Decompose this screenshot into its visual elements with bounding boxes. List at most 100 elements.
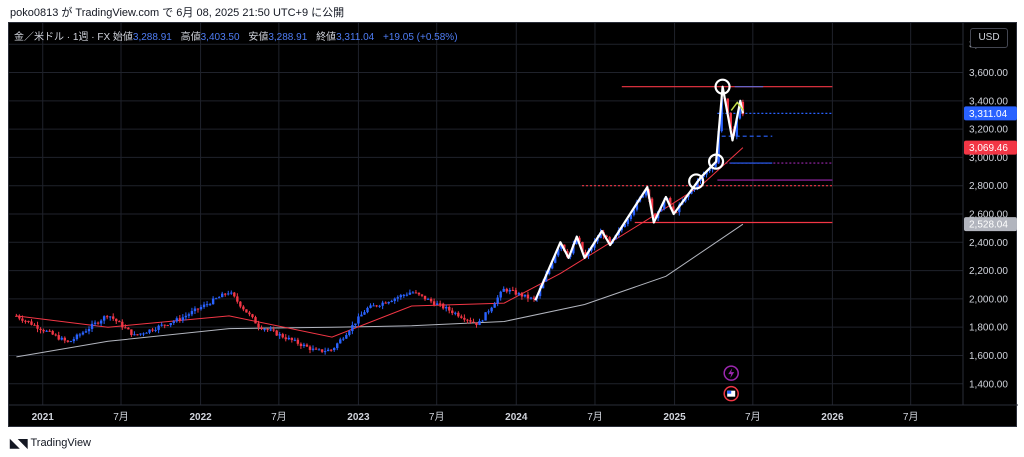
publish-info: poko0813 が TradingView.com で 6月 08, 2025… [10, 7, 345, 19]
price-label-tag [964, 140, 1017, 155]
candle-body [393, 298, 396, 301]
candle-body [441, 303, 445, 309]
candle-body [72, 339, 76, 342]
candle-body [426, 298, 430, 300]
candle-body [133, 334, 136, 336]
candle-body [560, 244, 563, 249]
candle-body [21, 318, 24, 321]
candle-body [511, 289, 515, 291]
candle-body [263, 329, 266, 331]
candle-body [242, 306, 245, 310]
candle-body [236, 296, 239, 302]
candle-body [127, 327, 130, 330]
x-tick-label: 7月 [271, 411, 287, 423]
candle-body [738, 101, 742, 119]
candle-body [145, 332, 148, 334]
candle-body [187, 314, 191, 316]
price-label-text: 3,069.46 [969, 143, 1008, 154]
candle-body [672, 206, 675, 212]
candle-body [366, 307, 369, 313]
footer-brand[interactable]: ◣◥ TradingView [10, 436, 91, 450]
open-value: 3,288.91 [132, 32, 172, 43]
candle-body [33, 324, 36, 326]
x-tick-label: 2024 [505, 412, 528, 423]
candle-body [475, 322, 478, 326]
y-tick-label: 3,400.00 [969, 96, 1008, 107]
candle-body [326, 349, 330, 352]
candle-body [547, 268, 551, 275]
candle-body [593, 241, 596, 248]
candle-body [487, 311, 490, 313]
moving-average-slow-line [16, 223, 744, 358]
candle-body [460, 316, 463, 318]
y-tick-label: 3,000.00 [969, 153, 1008, 164]
x-tick-label: 2026 [821, 412, 844, 423]
candle-body [726, 98, 729, 113]
candle-body [278, 334, 281, 336]
candle-body [478, 321, 481, 326]
candle-body [227, 293, 230, 295]
candle-body [378, 305, 381, 307]
candle-body [708, 169, 711, 172]
candle-body [245, 309, 248, 313]
drawn-arrow-marker [730, 101, 744, 111]
candle-body [151, 329, 154, 331]
candle-body [575, 237, 578, 245]
candle-body [166, 325, 169, 327]
candle-body [248, 312, 251, 315]
candle-body [729, 112, 732, 130]
candle-body [675, 211, 678, 213]
candle-body [429, 298, 433, 302]
candle-body [432, 301, 436, 305]
price-label-text: 3,311.04 [969, 109, 1008, 120]
candle-body [57, 335, 60, 340]
candle-body [69, 341, 73, 343]
candle-body [199, 307, 203, 310]
moving-average-fast-line [16, 147, 744, 338]
candle-body [157, 325, 160, 330]
y-tick-label: 2,200.00 [969, 266, 1008, 277]
candle-body [714, 162, 717, 167]
candle-body [275, 330, 278, 336]
candle-body [66, 340, 70, 342]
currency-button[interactable]: USD [970, 28, 1008, 48]
price-label-tag [964, 106, 1017, 121]
candle-body [329, 349, 333, 351]
candle-body [405, 294, 409, 296]
candle-body [417, 292, 421, 295]
chart-panel[interactable]: 3,800.003,600.003,400.003,200.003,000.00… [8, 22, 1018, 428]
candle-body [154, 329, 157, 331]
symbol-label[interactable]: 金／米ドル · 1週 · FX [14, 32, 111, 43]
candle-body [387, 301, 390, 304]
candle-body [481, 320, 484, 322]
candle-body [632, 209, 636, 215]
candle-body [390, 300, 393, 302]
candle-body [39, 328, 42, 331]
candle-body [626, 219, 630, 224]
chart-canvas[interactable]: 3,800.003,600.003,400.003,200.003,000.00… [9, 23, 1018, 428]
candle-body [463, 317, 466, 320]
y-tick-label: 1,400.00 [969, 379, 1008, 390]
candle-body [202, 304, 206, 308]
candle-body [454, 312, 457, 314]
candle-body [163, 324, 166, 326]
candle-body [457, 312, 460, 317]
candle-body [15, 315, 18, 317]
candle-body [451, 310, 454, 314]
candle-body [490, 307, 493, 312]
candle-body [84, 331, 88, 333]
candle-body [659, 208, 663, 212]
candle-body [502, 288, 505, 292]
candle-body [320, 349, 324, 352]
candle-body [99, 320, 103, 324]
candle-body [717, 131, 720, 163]
candle-body [251, 314, 254, 318]
candle-body [81, 332, 85, 335]
candle-body [423, 295, 427, 300]
candle-body [348, 331, 351, 336]
candle-body [90, 323, 94, 329]
candle-body [42, 330, 45, 332]
candle-body [63, 337, 66, 341]
candle-body [653, 213, 657, 219]
candle-body [572, 244, 575, 254]
